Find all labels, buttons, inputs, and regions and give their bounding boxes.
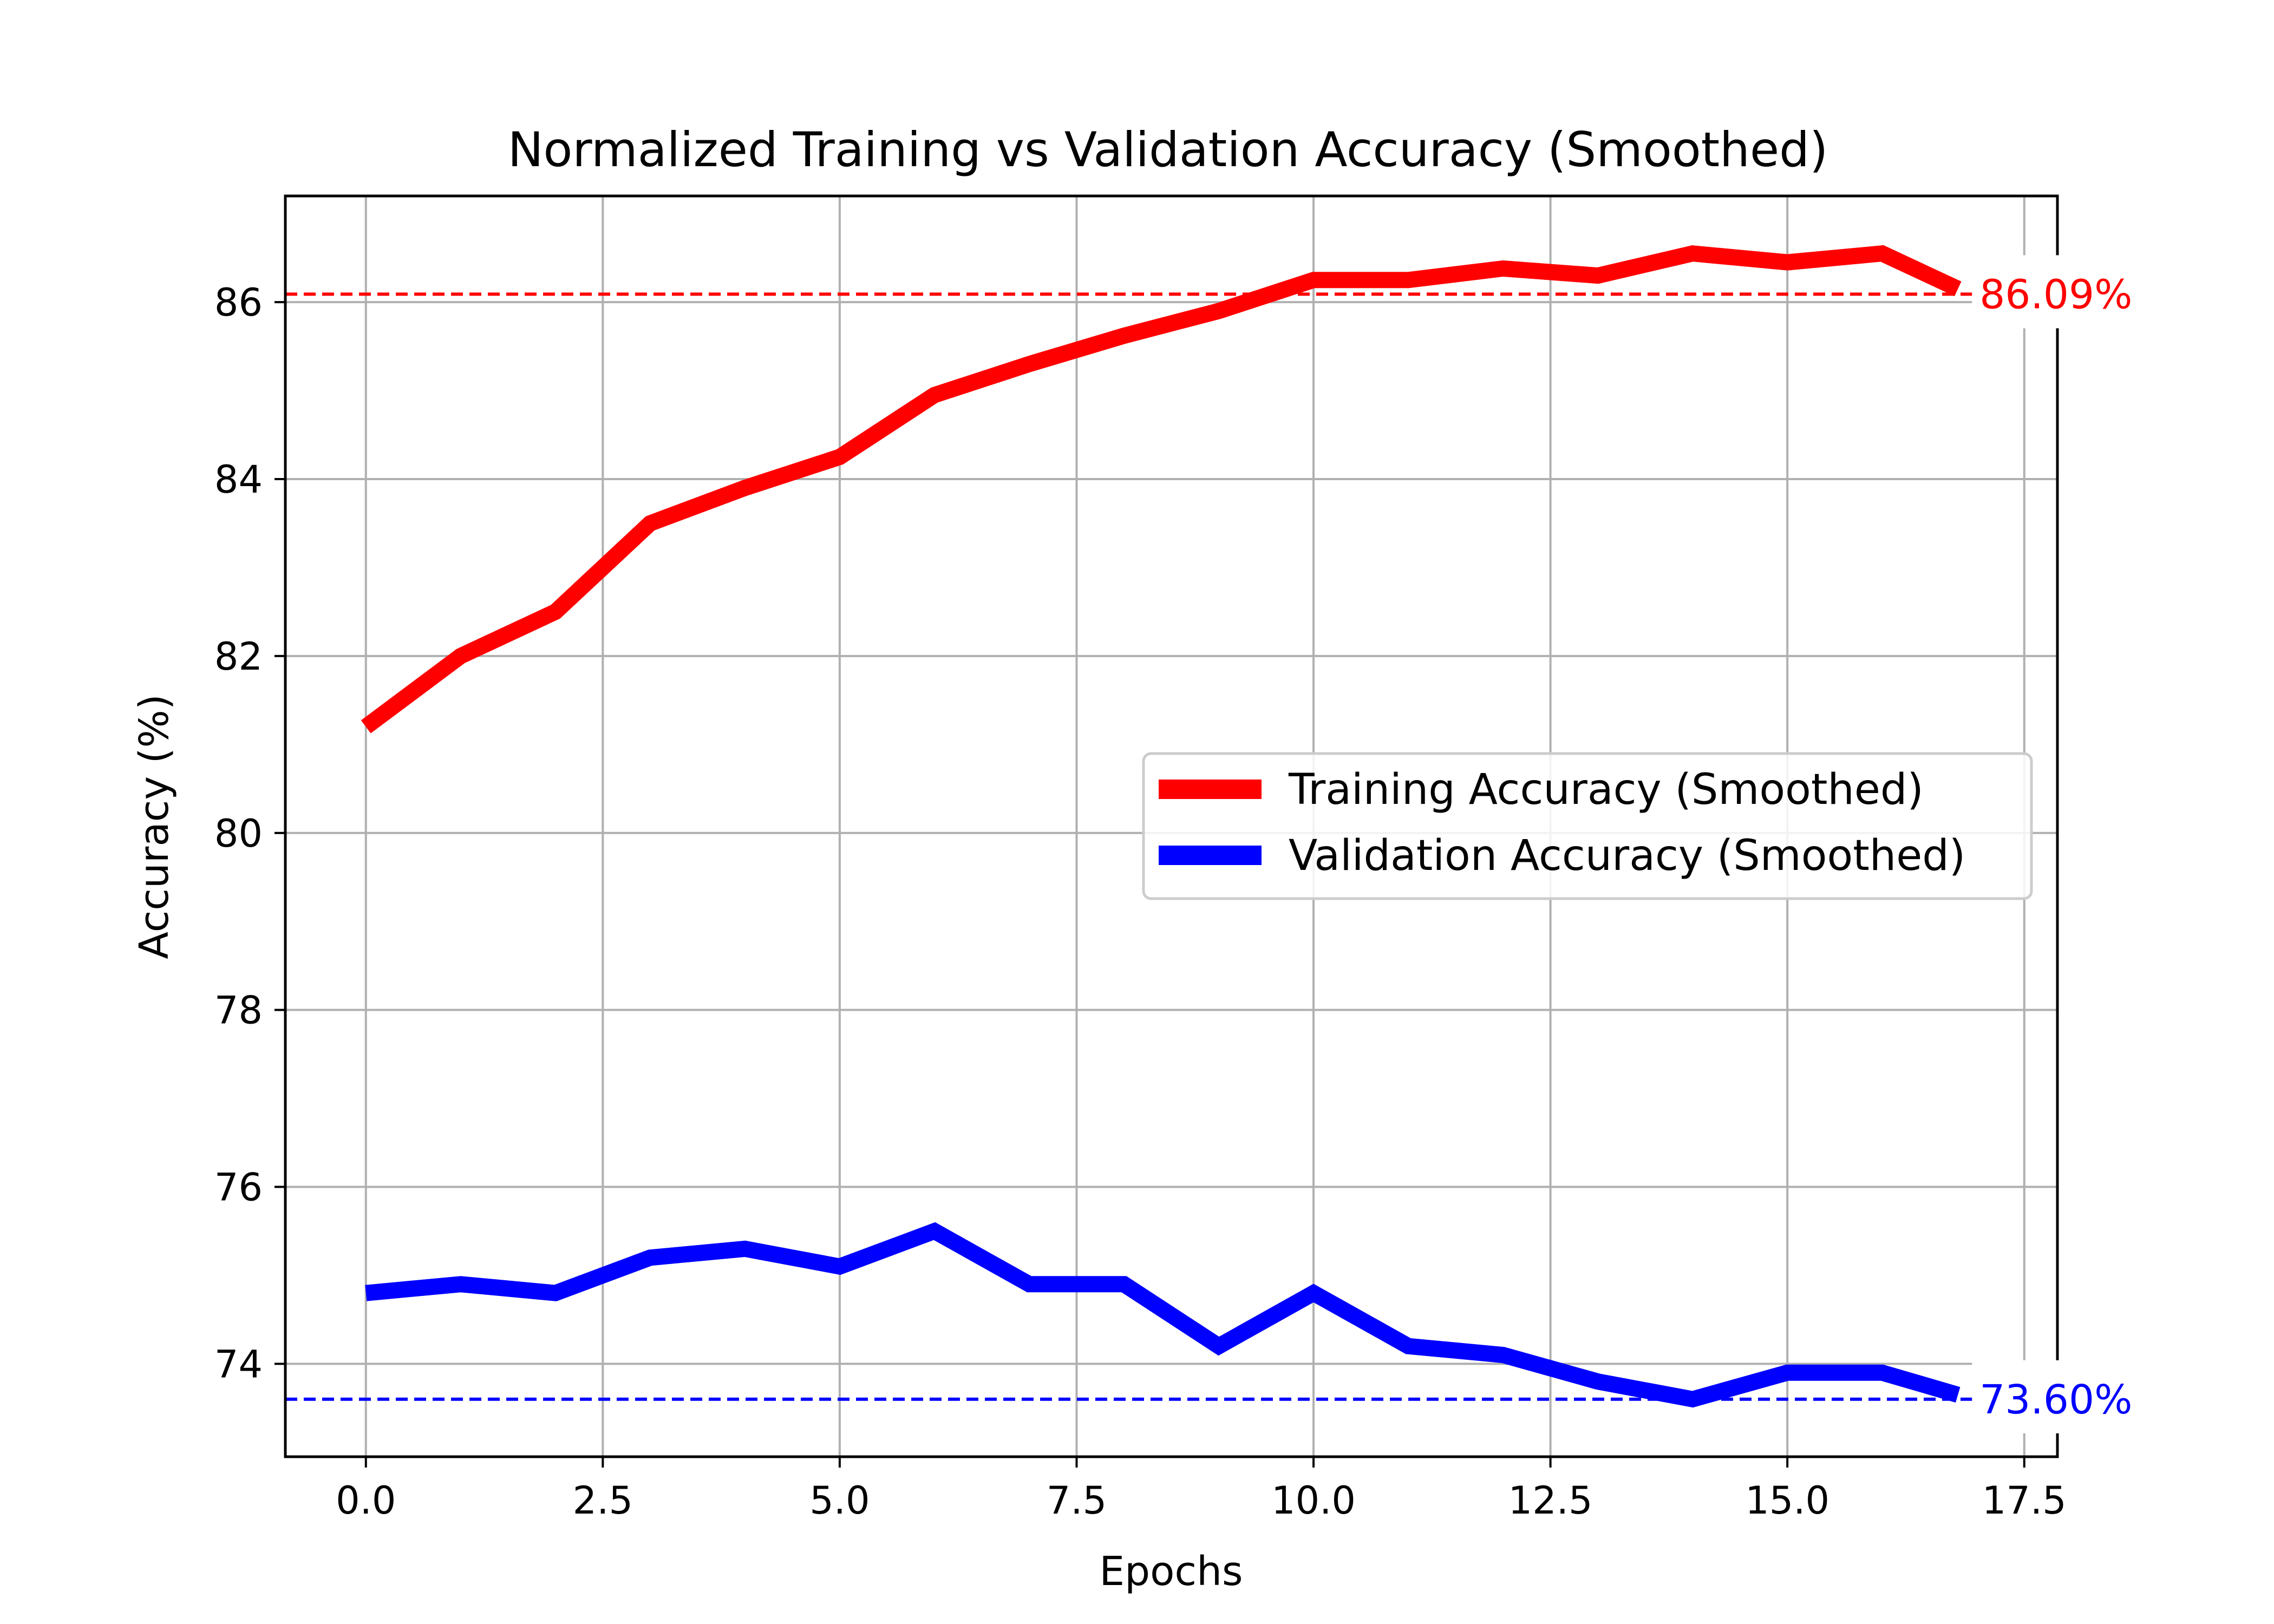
y-tick-label: 76 [214,1165,263,1210]
x-tick-label: 5.0 [809,1478,870,1523]
axis-ticks: 0.0 2.5 5.0 7.5 10.0 12.5 15.0 17.5 74 76 78 80 82 84… [214,280,2067,1523]
legend-label-validation: Validation Accuracy (Smoothed) [1289,831,1965,880]
x-tick-label: 17.5 [1982,1478,2067,1523]
y-tick-label: 78 [214,988,263,1033]
legend-label-training: Training Accuracy (Smoothed) [1288,765,1924,814]
reference-annotations: 86.09% 73.60% [1972,255,2162,1433]
reference-label-bg-0 [1972,255,2162,329]
plot-frame [284,194,2059,1458]
legend-box [1142,752,2033,900]
x-tick-label: 10.0 [1271,1478,1356,1523]
reference-label-bg-1 [1972,1360,2162,1433]
reference-label-0: 86.09% [1979,271,2132,318]
x-tick-label: 0.0 [336,1478,396,1523]
y-axis-label: Accuracy (%) [131,694,178,959]
series-lines [361,245,1962,1408]
series-line-1 [365,1222,1961,1408]
x-tick-label: 15.0 [1745,1478,1829,1523]
y-tick-label: 74 [214,1342,263,1386]
x-axis-label: Epochs [1099,1548,1243,1595]
x-tick-label: 7.5 [1047,1478,1107,1523]
y-tick-label: 80 [214,811,263,856]
x-tick-label: 12.5 [1508,1478,1593,1523]
series-line-0 [361,245,1962,734]
y-tick-label: 86 [214,280,263,325]
legend: Training Accuracy (Smoothed) Validation … [1142,752,2033,900]
y-tick-label: 82 [214,634,263,679]
reference-label-1: 73.60% [1979,1377,2132,1423]
chart-title: Normalized Training vs Validation Accura… [508,122,1828,178]
grid-lines [285,196,2057,1457]
reference-lines [285,292,2057,1401]
x-tick-label: 2.5 [573,1478,633,1523]
y-tick-label: 84 [214,457,263,502]
